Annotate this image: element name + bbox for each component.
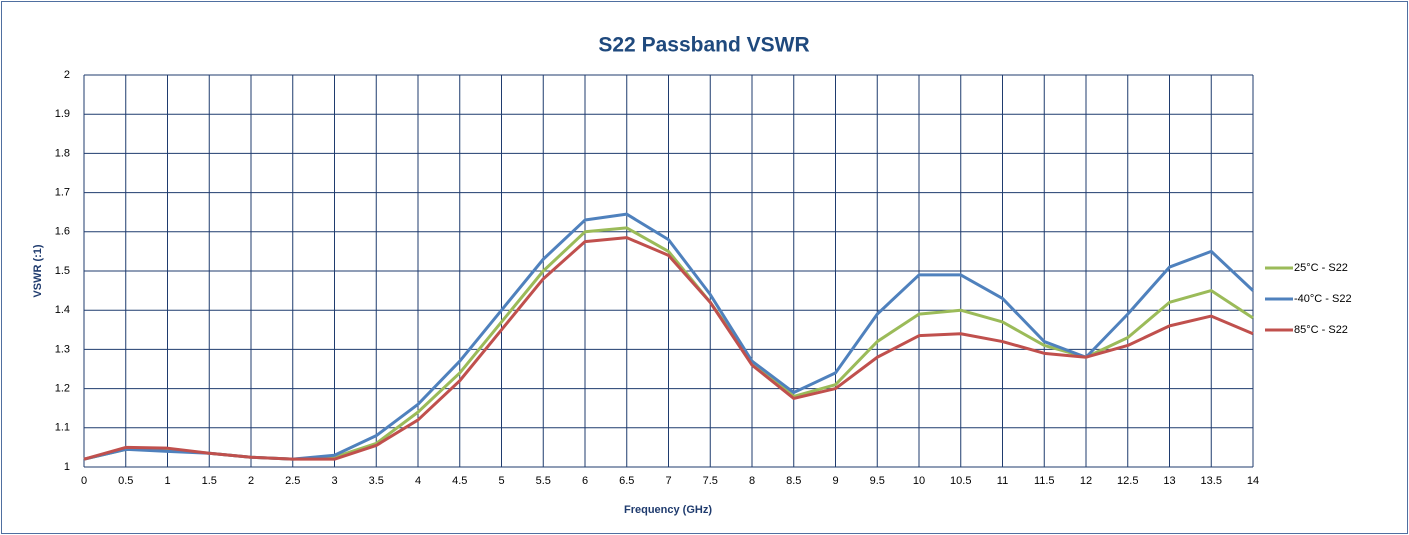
x-tick-label: 9 (832, 475, 838, 487)
x-axis-label: Frequency (GHz) (624, 504, 712, 516)
x-tick-label: 4.5 (452, 475, 467, 487)
x-tick-label: 12 (1080, 475, 1092, 487)
x-tick-label: 5 (498, 475, 504, 487)
x-tick-label: 7.5 (703, 475, 718, 487)
x-tick-label: 1.5 (202, 475, 217, 487)
x-tick-label: 12.5 (1117, 475, 1138, 487)
x-tick-label: 10 (913, 475, 925, 487)
legend-label: -40°C - S22 (1294, 293, 1352, 305)
x-tick-label: 10.5 (950, 475, 971, 487)
x-tick-label: 13.5 (1201, 475, 1222, 487)
x-tick-label: 9.5 (870, 475, 885, 487)
legend-label: 25°C - S22 (1294, 262, 1348, 274)
x-tick-label: 6.5 (619, 475, 634, 487)
x-tick-label: 1 (164, 475, 170, 487)
series-line (83, 236, 1254, 461)
x-tick-label: 0.5 (118, 475, 133, 487)
y-tick-label: 1.5 (55, 265, 70, 277)
x-tick-label: 7 (665, 475, 671, 487)
y-tick-label: 1.7 (55, 187, 70, 199)
y-tick-label: 1.6 (55, 226, 70, 238)
x-tick-label: 8.5 (786, 475, 801, 487)
y-tick-label: 2 (64, 69, 70, 81)
legend-label: 85°C - S22 (1294, 324, 1348, 336)
x-tick-label: 3.5 (369, 475, 384, 487)
x-tick-label: 13 (1163, 475, 1175, 487)
x-tick-label: 14 (1247, 475, 1259, 487)
y-tick-label: 1 (64, 461, 70, 473)
y-tick-label: 1.1 (55, 422, 70, 434)
y-tick-label: 1.8 (55, 147, 70, 159)
x-tick-label: 2.5 (285, 475, 300, 487)
x-tick-label: 6 (582, 475, 588, 487)
x-tick-label: 11 (997, 475, 1008, 487)
y-tick-label: 1.4 (55, 304, 70, 316)
x-tick-label: 3 (331, 475, 337, 487)
x-tick-label: 5.5 (536, 475, 551, 487)
x-tick-label: 4 (415, 475, 421, 487)
y-axis-label: VSWR (:1) (32, 244, 44, 298)
x-tick-label: 8 (749, 475, 755, 487)
y-tick-label: 1.2 (55, 383, 70, 395)
y-tick-label: 1.9 (55, 108, 70, 120)
chart-title: S22 Passband VSWR (598, 34, 809, 57)
y-tick-label: 1.3 (55, 343, 70, 355)
x-tick-label: 0 (81, 475, 87, 487)
x-tick-label: 2 (248, 475, 254, 487)
x-tick-label: 11.5 (1034, 475, 1055, 487)
